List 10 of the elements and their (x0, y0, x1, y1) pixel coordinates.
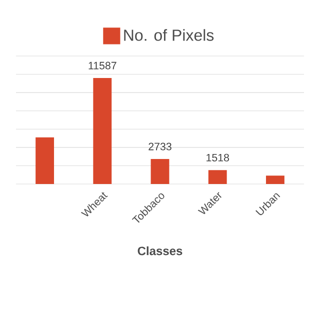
bar (208, 170, 227, 184)
legend-label: No. of Pixels (124, 29, 214, 41)
data-label: 11587 (88, 62, 116, 70)
bar (150, 159, 170, 184)
x-axis-title: Classes (138, 246, 182, 256)
bar (36, 137, 54, 184)
data-label: 2733 (148, 142, 172, 150)
bar (266, 176, 284, 184)
data-label: 1518 (206, 154, 229, 162)
bar (93, 78, 112, 184)
